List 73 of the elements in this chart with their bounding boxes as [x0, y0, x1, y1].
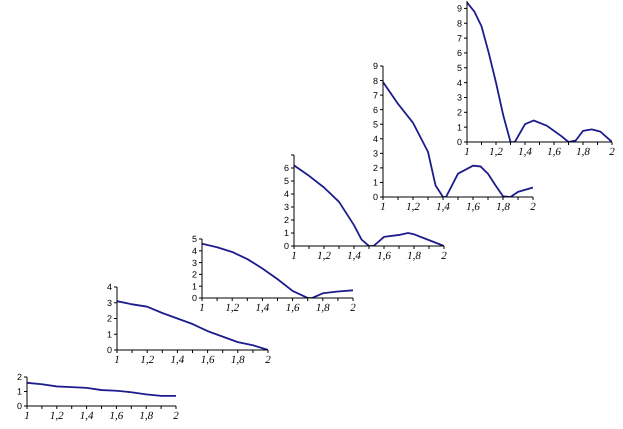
x-tick-label: 1,8: [576, 146, 590, 158]
y-tick-label: 1: [192, 281, 197, 292]
y-tick-label: 5: [192, 234, 197, 244]
y-tick-label: 2: [284, 215, 289, 226]
y-tick-label: 3: [456, 92, 462, 103]
y-tick-label: 6: [456, 48, 462, 58]
x-tick-label: 1,2: [317, 250, 332, 262]
x-tick-label: 1,4: [170, 354, 185, 366]
y-tick-label: 0: [456, 137, 462, 148]
x-tick-label: 2: [530, 200, 536, 213]
line-series: [27, 382, 176, 397]
x-tick-label: 1,4: [80, 410, 94, 422]
y-tick-label: 2: [456, 108, 462, 118]
y-tick-label: 5: [372, 119, 378, 130]
x-tick-label: 2: [350, 302, 356, 314]
x-tick-label: 1,6: [547, 146, 562, 158]
y-tick-label: 6: [284, 163, 289, 174]
x-tick-label: 1,4: [347, 250, 362, 262]
x-tick-label: 1,6: [377, 250, 392, 262]
x-tick-label: 1,2: [140, 354, 155, 366]
x-tick-label: 1,8: [496, 200, 510, 213]
x-tick-label: 1,2: [406, 200, 420, 213]
y-tick-label: 2: [372, 163, 378, 174]
y-tick-label: 1: [456, 122, 462, 132]
y-tick-label: 2: [16, 372, 22, 382]
x-tick-label: 1,2: [50, 410, 64, 422]
y-tick-label: 4: [372, 134, 378, 144]
y-tick-label: 9: [456, 4, 462, 14]
y-tick-label: 7: [372, 90, 378, 100]
x-tick-label: 1,8: [139, 410, 154, 422]
x-tick-label: 1,8: [230, 354, 246, 366]
x-tick-label: 2: [609, 146, 616, 158]
x-tick-label: 2: [173, 410, 180, 422]
y-tick-label: 3: [284, 202, 289, 212]
x-tick-label: 1,8: [316, 302, 330, 314]
y-tick-label: 8: [372, 76, 378, 86]
x-tick-label: 1,6: [466, 200, 480, 213]
y-tick-label: 3: [192, 258, 197, 268]
y-tick-label: 2: [192, 270, 197, 280]
x-tick-label: 1,2: [225, 302, 240, 314]
x-tick-label: 1,4: [518, 146, 532, 158]
line-series: [467, 2, 612, 142]
y-tick-label: 2: [106, 314, 112, 324]
y-tick-label: 6: [372, 104, 378, 115]
y-tick-label: 1: [284, 228, 289, 238]
y-tick-label: 0: [372, 192, 378, 202]
y-tick-label: 1: [372, 178, 378, 188]
x-tick-label: 1,2: [489, 146, 504, 158]
y-tick-label: 3: [372, 148, 378, 159]
y-tick-label: 5: [284, 176, 289, 186]
y-tick-label: 4: [456, 78, 462, 88]
x-tick-label: 1,6: [286, 302, 300, 314]
y-tick-label: 4: [284, 189, 289, 200]
y-tick-label: 1: [106, 329, 112, 340]
x-tick-label: 1,4: [256, 302, 270, 314]
y-tick-label: 1: [16, 386, 22, 397]
x-tick-label: 2: [441, 250, 448, 262]
y-tick-label: 4: [192, 246, 197, 256]
y-tick-label: 4: [106, 282, 112, 292]
x-tick-label: 1,6: [200, 354, 215, 366]
y-tick-label: 0: [106, 345, 112, 356]
y-tick-label: 8: [456, 18, 462, 28]
x-tick-label: 1,6: [110, 410, 124, 422]
x-tick-label: 1,4: [436, 200, 450, 213]
y-tick-label: 9: [372, 61, 378, 72]
y-tick-label: 0: [16, 401, 22, 412]
y-tick-label: 3: [106, 298, 112, 308]
y-tick-label: 0: [192, 293, 197, 304]
x-tick-label: 1,8: [407, 250, 422, 262]
y-tick-label: 7: [456, 33, 462, 44]
x-tick-label: 2: [265, 354, 272, 366]
y-tick-label: 5: [456, 62, 462, 73]
y-tick-label: 0: [284, 241, 289, 252]
